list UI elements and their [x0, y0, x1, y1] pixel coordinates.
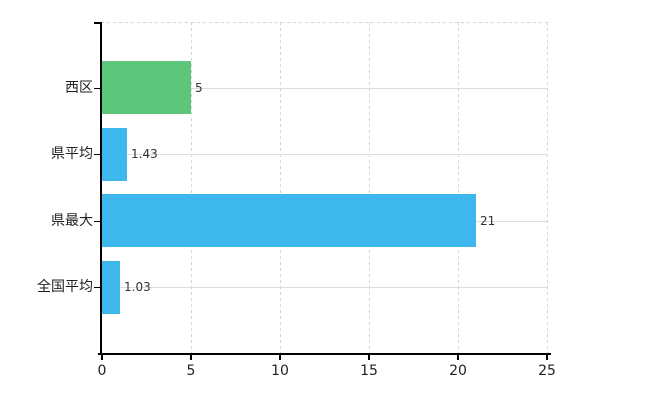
- y-axis-label: 県最大: [51, 213, 93, 229]
- bar-value-label: 1.03: [124, 280, 151, 294]
- plot-top-border: [101, 22, 547, 23]
- y-axis-tick: [94, 287, 100, 288]
- x-axis-tick: [368, 354, 370, 360]
- y-axis-tick: [94, 88, 100, 89]
- bar-value-label: 21: [480, 214, 496, 228]
- x-axis: [98, 353, 551, 355]
- h-gridline: [102, 154, 547, 155]
- bar: [102, 194, 476, 247]
- v-gridline: [280, 22, 281, 353]
- v-gridline: [369, 22, 370, 353]
- x-axis-tick: [457, 354, 459, 360]
- y-axis-label: 県平均: [51, 146, 93, 162]
- bar: [102, 261, 120, 314]
- v-gridline: [458, 22, 459, 353]
- y-axis-label: 西区: [65, 80, 93, 96]
- x-axis-tick: [190, 354, 192, 360]
- bar: [102, 61, 191, 114]
- x-axis-tick-label: 0: [97, 363, 107, 379]
- v-gridline: [547, 22, 548, 353]
- x-axis-tick-label: 15: [360, 363, 378, 379]
- x-axis-tick-label: 20: [449, 363, 467, 379]
- bar-value-label: 1.43: [131, 147, 158, 161]
- y-axis: [100, 22, 102, 355]
- h-gridline: [102, 88, 547, 89]
- y-axis-tick: [94, 154, 100, 155]
- bar: [102, 128, 127, 181]
- x-axis-tick-label: 25: [538, 363, 556, 379]
- x-axis-tick-label: 10: [271, 363, 289, 379]
- x-axis-tick-label: 5: [186, 363, 196, 379]
- y-axis-label: 全国平均: [37, 279, 93, 295]
- y-axis-tick: [94, 221, 100, 222]
- bar-value-label: 5: [195, 81, 203, 95]
- h-gridline: [102, 287, 547, 288]
- x-axis-tick: [279, 354, 281, 360]
- v-gridline: [191, 22, 192, 353]
- y-axis-top-tick: [94, 22, 100, 24]
- x-axis-tick: [546, 354, 548, 360]
- x-axis-tick: [101, 354, 103, 360]
